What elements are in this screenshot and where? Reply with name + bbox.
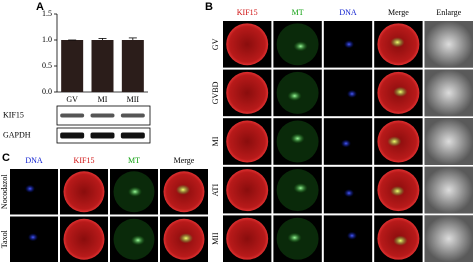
enlarge [424, 21, 473, 68]
chromatin [25, 184, 35, 193]
row-label: GV [211, 38, 220, 50]
column-header: DNA [339, 8, 357, 17]
row-label: Nocodazol [0, 174, 9, 209]
row-label: GVBD [211, 81, 220, 104]
oocyte [226, 71, 269, 114]
spindle [131, 235, 145, 246]
spindle [390, 37, 405, 48]
row-label: MII [211, 232, 220, 245]
chromatin [28, 233, 38, 242]
spindle [393, 86, 408, 97]
blot-band [90, 113, 115, 118]
column-header: DNA [25, 156, 43, 165]
chromatin [344, 40, 354, 49]
blot-band [90, 132, 115, 139]
bar [61, 40, 84, 92]
blot-band [60, 132, 85, 139]
column-header: Enlarge [436, 8, 461, 17]
blot-band [120, 132, 145, 139]
blot-band [60, 113, 85, 118]
oocyte [63, 171, 105, 213]
enlarge [424, 166, 473, 214]
oocyte [226, 23, 269, 66]
spindle [293, 41, 308, 52]
enlarge [424, 69, 473, 117]
row-label: Taxol [0, 229, 9, 248]
x-tick-label: MII [127, 95, 140, 104]
spindle [287, 90, 302, 101]
blot-label: KIF15 [3, 110, 24, 119]
row-label: ATI [211, 184, 220, 197]
column-header: KIF15 [237, 8, 258, 17]
blot-label: GAPDH [3, 130, 31, 139]
y-tick-label: 0.0 [42, 87, 52, 96]
column-header: Merge [388, 8, 409, 17]
oocyte [226, 217, 269, 260]
column-header: MT [128, 156, 140, 165]
column-header: MT [292, 8, 304, 17]
spindle [128, 186, 142, 197]
micrograph [323, 215, 373, 262]
oocyte [63, 218, 105, 260]
column-header: KIF15 [74, 156, 95, 165]
oocyte [226, 120, 269, 163]
y-tick-label: 1.0 [42, 35, 52, 44]
x-tick-label: GV [66, 95, 78, 104]
chromatin [344, 189, 354, 198]
bar [91, 40, 114, 92]
panel-label: C [2, 152, 10, 164]
spindle [176, 184, 190, 195]
spindle [390, 186, 405, 197]
spindle [387, 136, 402, 147]
spindle [293, 183, 308, 194]
chromatin [347, 231, 357, 240]
row-label: MI [211, 136, 220, 146]
chromatin [347, 89, 357, 98]
spindle [393, 235, 408, 246]
spindle [287, 232, 302, 243]
chromatin [341, 139, 351, 148]
oocyte [226, 169, 269, 212]
blot-band [120, 113, 145, 118]
column-header: Merge [174, 156, 195, 165]
micrograph [10, 169, 58, 215]
x-tick-label: MI [98, 95, 108, 104]
enlarge [424, 215, 473, 262]
y-tick-label: 0.5 [42, 61, 52, 70]
enlarge [424, 118, 473, 165]
panel-label: B [205, 1, 213, 13]
spindle [179, 233, 193, 244]
bar [121, 40, 144, 92]
spindle [290, 133, 305, 144]
y-tick-label: 1.5 [42, 9, 52, 18]
panel-label: A [36, 1, 44, 13]
